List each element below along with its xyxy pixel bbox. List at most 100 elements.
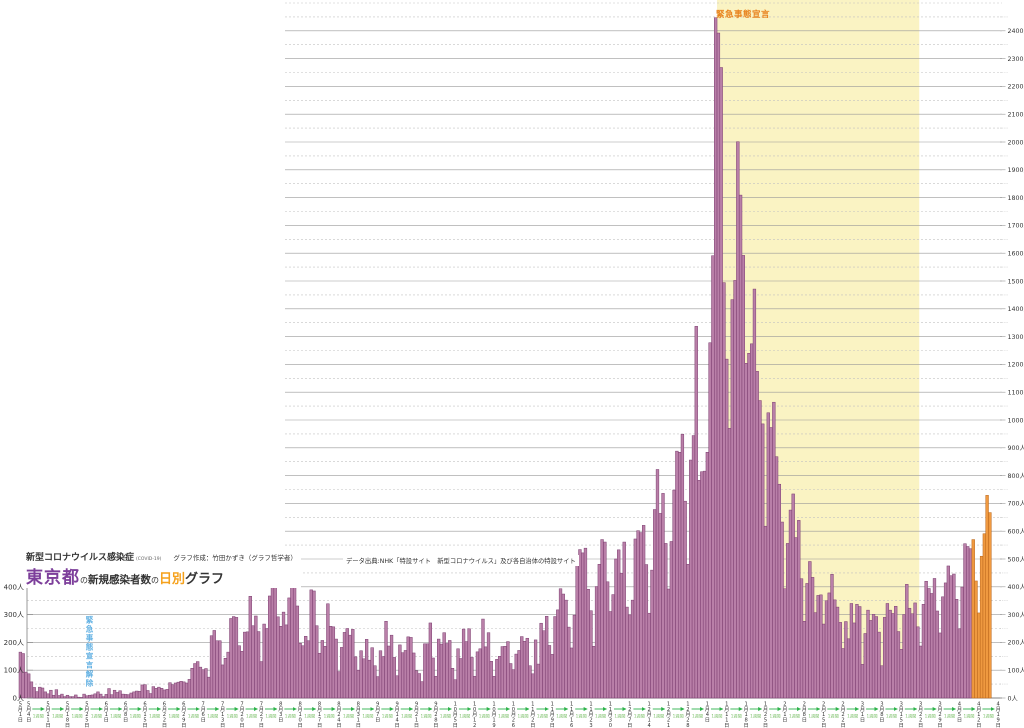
bar [666,588,671,699]
bar [799,578,804,699]
covid19-label: (COVID-19) [136,557,162,562]
svg-text:1週間: 1週間 [692,713,703,720]
bar [287,597,291,699]
title-line2: 東京都 の 新規感染者数 の 日別 グラフ [26,563,297,588]
bar [930,593,934,699]
bar [744,363,748,699]
bar [949,575,953,699]
bar [184,682,189,699]
bar [295,605,300,699]
bar [567,626,571,699]
svg-text:1週間: 1週間 [479,713,490,720]
alert-bar [974,580,978,699]
bar [51,694,56,699]
bar [752,288,757,699]
svg-text:1週間: 1週間 [91,713,102,720]
bar [135,690,139,699]
bar [218,640,222,699]
bar [838,622,842,699]
x-axis-labels: 5 月 1 日5 月 4 日 5 月 1 1 日 5 月 1 8 日 5 月 2 5 日 6 月 1 日 6 月 8 日 6 月 1 5 日 6 月 2 2… [18,702,1001,728]
bar [251,625,255,699]
data-source-note: データ出典:NHK「特設サイト 新型コロナウイルス」及び各自治体の特設サイト [343,555,579,566]
bar [960,586,964,699]
bar [882,617,887,699]
daily-highlight: 日別 [159,572,186,587]
svg-text:1500人: 1500人 [1008,277,1024,285]
bar [71,696,75,699]
svg-text:100人: 100人 [1008,667,1024,675]
bar [791,493,795,699]
bar [550,654,554,699]
bar [173,682,178,699]
svg-text:1週間: 1週間 [576,713,587,720]
bar [182,681,186,699]
svg-text:700人: 700人 [1008,500,1024,508]
bar [844,621,848,699]
bar [963,543,967,699]
alert-bar [988,512,992,699]
bar [43,691,47,699]
svg-text:0人: 0人 [13,695,24,703]
bar [370,647,374,699]
bar [154,688,158,699]
bar [284,624,288,699]
bar [18,651,23,699]
bar [943,582,948,699]
bar [29,681,34,699]
svg-text:1週間: 1週間 [149,713,160,720]
bar [201,669,205,699]
bar [63,696,67,699]
svg-text:1週間: 1週間 [867,713,878,720]
bar [539,622,543,699]
alert-bar [971,539,975,699]
svg-text:1週間: 1週間 [634,713,645,720]
bar [664,543,668,699]
bar [301,645,305,699]
bar [774,456,779,699]
bar [326,603,330,699]
bar [916,626,920,699]
bar [592,646,596,699]
bar [437,638,441,699]
bar [797,520,801,699]
svg-text:1週間: 1週間 [343,713,354,720]
bar [672,489,676,699]
bar [783,588,787,699]
bar [517,650,521,699]
svg-text:1週間: 1週間 [789,713,800,720]
bar [619,572,624,699]
bar [442,632,446,699]
bar [431,657,435,699]
bar [229,618,233,699]
svg-text:10月19日: 10月19日 [491,702,496,728]
bar [268,595,272,699]
bar [589,610,593,699]
bar [536,663,541,699]
bar [880,665,884,699]
bar [165,689,169,699]
bar [727,428,732,699]
bar [259,661,264,699]
bar [168,682,172,699]
title-line1: 新型コロナウイルス感染症 (COVID-19) グラフ作成：竹田かずき（グラフ哲… [26,550,297,563]
svg-text:100人: 100人 [4,667,24,675]
bar [245,631,250,699]
svg-text:500人: 500人 [1008,555,1024,563]
bar [700,471,704,699]
bar [481,618,485,699]
bar [919,645,923,699]
bar [719,67,723,699]
bar [741,255,745,699]
bar [143,684,147,699]
bar [938,632,942,699]
bar [500,646,505,699]
svg-text:1週間: 1週間 [944,713,955,720]
bar [484,646,488,699]
bar [27,673,31,699]
bar [220,664,225,699]
